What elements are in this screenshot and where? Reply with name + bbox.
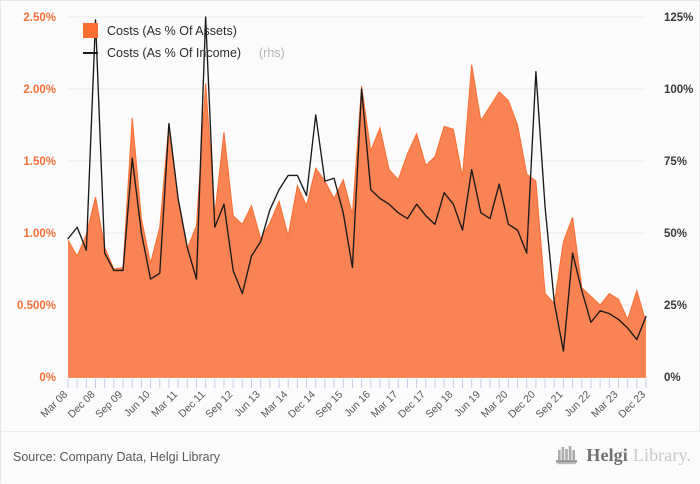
right-axis: 0% 25% 50% 75% 100% 125%	[664, 12, 693, 384]
series-costs-pct-income	[67, 16, 647, 352]
x-axis-tick-label: Sep 12	[203, 389, 235, 421]
left-axis: 0% 0.500% 1.00% 1.50% 2.00% 2.50%	[17, 12, 56, 384]
left-axis-tick-label: 1.00%	[23, 228, 56, 240]
source-label: Source: Company Data, Helgi Library	[13, 450, 221, 464]
x-axis-tick-label: Mar 23	[589, 389, 621, 421]
left-axis-tick-label: 2.00%	[23, 84, 56, 96]
logo-text-library: Library.	[632, 445, 691, 465]
x-axis-tick-label: Sep 09	[93, 389, 125, 421]
left-axis-tick-label: 2.50%	[23, 12, 56, 24]
x-axis-tick-label: Sep 21	[534, 389, 566, 421]
legend-label-assets: Costs (As % Of Assets)	[107, 24, 237, 38]
x-axis-tick-label: Jun 10	[122, 389, 153, 420]
right-axis-tick-label: 25%	[664, 300, 687, 312]
x-axis-tick-label: Dec 14	[286, 389, 318, 421]
x-axis-tick-label: Dec 11	[176, 389, 208, 421]
left-axis-tick-label: 1.50%	[23, 156, 56, 168]
right-axis-tick-label: 50%	[664, 228, 687, 240]
x-axis-tick-label: Mar 20	[479, 389, 511, 421]
chart-plot-container: 0% 0.500% 1.00% 1.50% 2.00% 2.50% 0% 25% 50% 75% 1…	[1, 1, 700, 431]
x-axis-tick-label: Jun 19	[452, 389, 483, 420]
x-axis-tick-label: Jun 22	[562, 389, 593, 420]
x-axis-tick-label: Dec 23	[616, 389, 648, 421]
series-costs-pct-assets	[67, 64, 647, 377]
left-axis-tick-label: 0.500%	[17, 300, 56, 312]
x-axis-tick-label: Jun 13	[232, 389, 263, 420]
legend-swatch-assets	[83, 23, 98, 38]
x-axis-tick-label: Dec 20	[506, 389, 538, 421]
left-axis-tick-label: 0%	[39, 372, 56, 384]
chart-legend: Costs (As % Of Assets) Costs (As % Of Inc…	[83, 23, 285, 60]
chart-footer: Source: Company Data, Helgi Library Helg…	[1, 431, 700, 484]
x-axis-tick-label: Dec 08	[66, 389, 98, 421]
right-axis-tick-label: 75%	[664, 156, 687, 168]
costs-chart: 0% 0.500% 1.00% 1.50% 2.00% 2.50% 0% 25% 50% 75% 1…	[17, 12, 693, 421]
x-axis-tick-label: Jun 16	[342, 389, 373, 420]
right-axis-tick-label: 100%	[664, 84, 693, 96]
library-building-icon	[556, 446, 578, 465]
helgi-library-logo: Helgi Library.	[555, 444, 691, 466]
legend-label-income: Costs (As % Of Income)	[107, 46, 241, 60]
legend-label-income-rhs: (rhs)	[259, 46, 285, 60]
right-axis-tick-label: 0%	[664, 372, 681, 384]
x-axis-tick-label: Sep 15	[313, 389, 345, 421]
x-axis-tick-label: Dec 17	[396, 389, 428, 421]
x-axis-tick-label: Sep 18	[423, 389, 455, 421]
x-axis-tick-label: Mar 08	[39, 389, 71, 421]
x-axis-tick-label: Mar 17	[369, 389, 401, 421]
x-axis-tick-label: Mar 14	[259, 389, 291, 421]
x-axis-tick-label: Mar 11	[149, 389, 180, 420]
logo-text-helgi: Helgi	[586, 445, 628, 465]
right-axis-tick-label: 125%	[664, 12, 693, 24]
